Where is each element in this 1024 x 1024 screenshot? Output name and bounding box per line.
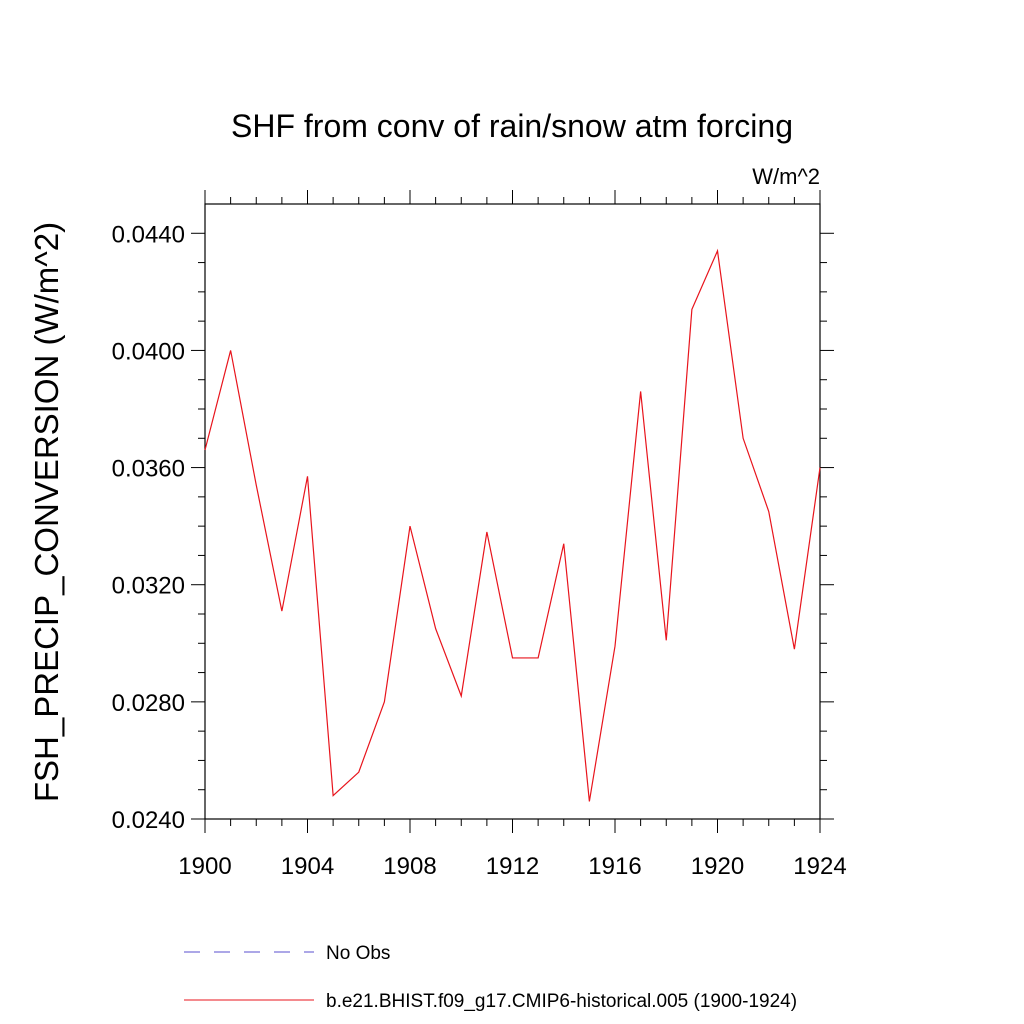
y-tick-label: 0.0440 [112, 221, 185, 248]
x-tick-label: 1900 [178, 853, 231, 880]
series-line-1 [204, 248, 821, 802]
y-tick-label: 0.0240 [112, 807, 185, 834]
legend: No Obs b.e21.BHIST.f09_g17.CMIP6-historic… [184, 943, 797, 1012]
series-layer [204, 248, 821, 802]
y-tick-label: 0.0280 [112, 690, 185, 717]
units-label: W/m^2 [752, 164, 820, 189]
axis-ticks [191, 190, 834, 833]
legend-label-1: b.e21.BHIST.f09_g17.CMIP6-historical.005… [326, 991, 797, 1012]
tick-labels: 1900 1904 1908 1912 1916 1920 1924 0.0240 0.0280… [112, 221, 847, 880]
x-tick-label: 1920 [691, 853, 744, 880]
y-tick-label: 0.0400 [112, 338, 185, 365]
chart-title: SHF from conv of rain/snow atm forcing [231, 108, 793, 144]
x-tick-label: 1916 [588, 853, 641, 880]
x-tick-label: 1908 [383, 853, 436, 880]
y-tick-label: 0.0320 [112, 573, 185, 600]
plot-frame [204, 203, 821, 820]
x-tick-label: 1912 [486, 853, 539, 880]
legend-label-0: No Obs [326, 943, 390, 964]
x-tick-label: 1904 [281, 853, 334, 880]
x-tick-label: 1924 [793, 853, 846, 880]
y-tick-label: 0.0360 [112, 456, 185, 483]
y-axis-label: FSH_PRECIP_CONVERSION (W/m^2) [28, 222, 65, 802]
